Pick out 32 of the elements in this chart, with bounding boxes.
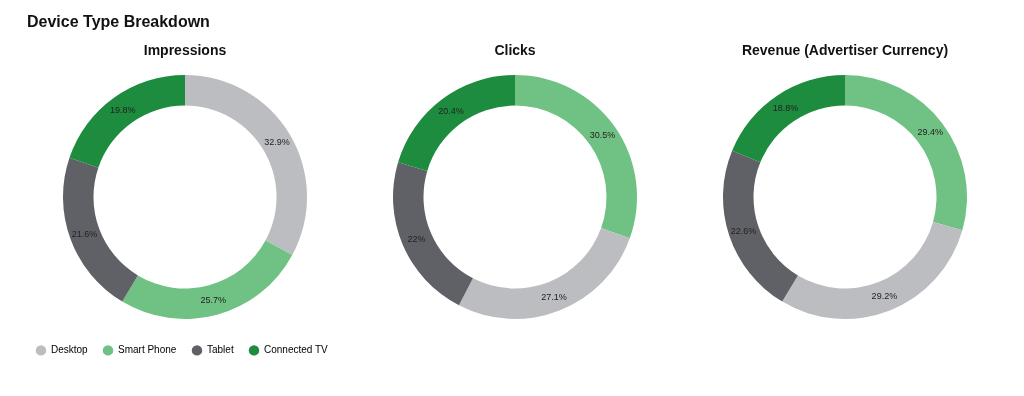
donut-slice: [398, 75, 515, 171]
donut-slice: [723, 150, 798, 302]
data-label: 25.7%: [200, 295, 226, 306]
donut-slice: [393, 162, 473, 306]
donut-slice: [122, 240, 293, 319]
legend-label: Tablet: [207, 344, 234, 356]
chart-title: Clicks: [494, 42, 536, 58]
data-label: 22.6%: [730, 225, 757, 236]
legend-label: Connected TV: [264, 344, 329, 356]
data-label: 19.8%: [109, 105, 136, 116]
chart-title: Revenue (Advertiser Currency): [741, 42, 949, 58]
donut-slice: [69, 75, 185, 168]
text: Device Type Breakdown: [27, 13, 210, 30]
donut-slice: [845, 75, 967, 231]
donut-slice: [782, 221, 963, 319]
chart-title: Impressions: [143, 42, 227, 58]
data-label: 29.2%: [871, 291, 898, 302]
data-label: 20.4%: [438, 106, 464, 117]
donut-slice: [63, 157, 138, 302]
data-label: 29.4%: [917, 127, 944, 138]
data-label: 22%: [407, 233, 426, 244]
legend-label: Smart Phone: [118, 344, 177, 356]
legend-label: Desktop: [51, 344, 89, 356]
data-label: 21.6%: [71, 228, 98, 239]
data-label: 27.1%: [541, 291, 567, 302]
donut-slice: [732, 75, 845, 163]
donut-slice: [515, 75, 637, 239]
donut-slice: [185, 75, 307, 256]
data-label: 30.5%: [589, 130, 616, 141]
data-label: 32.9%: [264, 137, 290, 148]
donut-slice: [458, 228, 630, 319]
data-label: 18.8%: [772, 103, 799, 114]
